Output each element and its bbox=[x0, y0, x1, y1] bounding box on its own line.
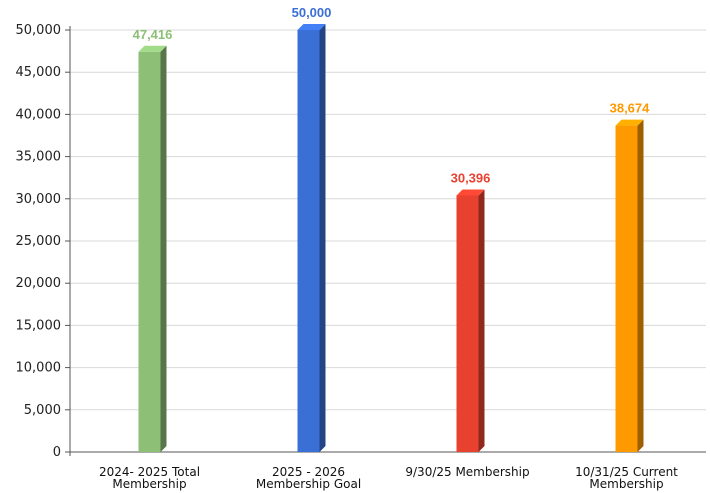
y-tick-label: 20,000 bbox=[16, 276, 62, 291]
bar-top bbox=[297, 24, 326, 30]
bar-top bbox=[456, 189, 485, 196]
x-category-label: 9/30/25 Membership bbox=[405, 465, 529, 479]
y-axis-ticks: 0 5,000 10,000 15,000 20,000 25,000 30,000 35,0… bbox=[16, 23, 70, 460]
data-label: 30,396 bbox=[451, 170, 491, 185]
bar-top bbox=[138, 45, 167, 52]
bar-side bbox=[637, 119, 644, 453]
y-tick-label: 15,000 bbox=[16, 318, 62, 333]
bar bbox=[297, 24, 326, 452]
data-label: 47,416 bbox=[133, 27, 173, 42]
y-tick-label: 30,000 bbox=[16, 192, 62, 207]
x-category-label: 2025 - 2026 bbox=[272, 465, 345, 479]
bar-front bbox=[138, 51, 161, 452]
y-tick-label: 0 bbox=[53, 445, 61, 460]
y-tick-label: 35,000 bbox=[16, 150, 62, 165]
x-category-label: 10/31/25 Current bbox=[575, 465, 678, 479]
bar bbox=[456, 189, 485, 452]
x-category-label: Membership Goal bbox=[256, 477, 361, 491]
y-tick-label: 10,000 bbox=[16, 361, 62, 376]
x-category-label: 2024- 2025 Total bbox=[99, 465, 200, 479]
y-tick-label: 25,000 bbox=[16, 234, 62, 249]
y-tick-label: 45,000 bbox=[16, 65, 62, 80]
bar-side bbox=[160, 45, 167, 452]
bars bbox=[138, 24, 644, 453]
bar-top bbox=[615, 119, 644, 126]
bar bbox=[615, 119, 644, 453]
bar bbox=[138, 45, 167, 452]
bar-side bbox=[319, 24, 326, 452]
data-label: 38,674 bbox=[610, 101, 651, 116]
y-tick-label: 5,000 bbox=[24, 403, 61, 418]
x-category-label: Membership bbox=[112, 477, 186, 491]
bar-front bbox=[456, 195, 479, 452]
data-labels: 47,416 50,000 30,396 38,674 bbox=[133, 5, 651, 185]
y-tick-label: 40,000 bbox=[16, 107, 62, 122]
bar-front bbox=[615, 125, 638, 453]
x-category-label: Membership bbox=[589, 477, 663, 491]
gridlines bbox=[70, 29, 706, 411]
bar-front bbox=[297, 30, 320, 452]
bar-side bbox=[478, 189, 485, 452]
y-tick-label: 50,000 bbox=[16, 23, 62, 38]
data-label: 50,000 bbox=[292, 5, 332, 20]
